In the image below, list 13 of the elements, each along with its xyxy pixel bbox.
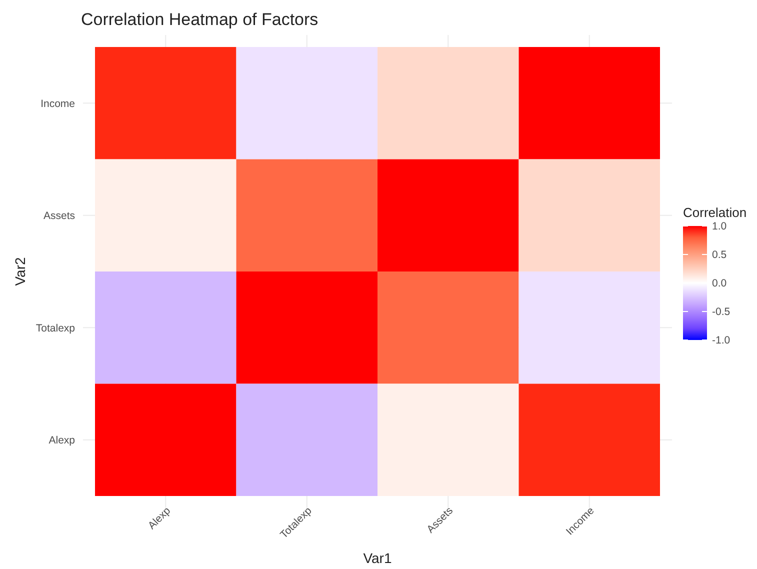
color-bar-label: -1.0 — [712, 334, 730, 347]
chart-title: Correlation Heatmap of Factors — [81, 10, 318, 29]
color-bar-label: 1.0 — [712, 220, 727, 233]
y-tick-label: Assets — [43, 210, 75, 222]
x-axis-title: Var1 — [363, 550, 392, 566]
y-tick-label: Alexp — [48, 434, 76, 447]
y-tick-label: Totalexp — [36, 322, 76, 334]
legend-title: Correlation — [683, 205, 747, 220]
y-tick-label: Income — [40, 98, 76, 110]
color-bar-label: 0.0 — [712, 278, 727, 290]
y-axis-title: Var2 — [12, 257, 28, 286]
color-bar-label: 0.5 — [712, 249, 727, 262]
color-bar-label: -0.5 — [712, 306, 730, 318]
